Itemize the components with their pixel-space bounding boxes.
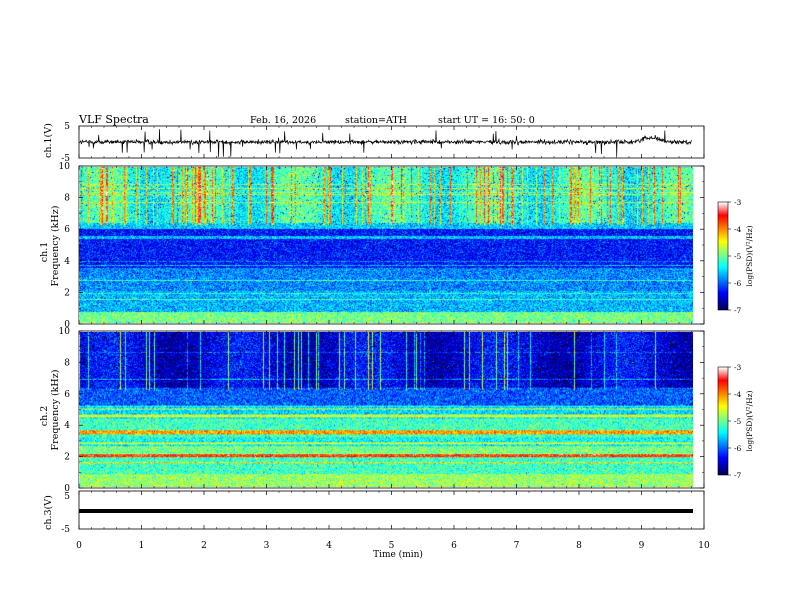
- ch1-spec-ylabel-freq: Frequency (kHz): [50, 206, 61, 287]
- y-tick-label: 4: [64, 257, 70, 267]
- ch2-colorbar-label: log(PSD)(V²/Hz): [745, 390, 754, 451]
- y-tick-label: 10: [59, 162, 71, 172]
- ch1-waveform-line: [78, 129, 692, 157]
- ch2-spec-ylabel-freq: Frequency (kHz): [50, 370, 61, 451]
- colorbar-tick-label: -5: [734, 417, 742, 426]
- time-axis-ticks: 0 1 2 3 4 5 6 7 8 9 10: [76, 126, 710, 551]
- y-tick-label: 6: [64, 390, 70, 400]
- y-tick-label: 4: [64, 421, 70, 431]
- colorbar-tick-label: -7: [734, 306, 742, 315]
- ch1-colorbar-ticks: -3 -4 -5 -6 -7: [728, 198, 742, 315]
- ch1-colorbar: [718, 202, 728, 310]
- ch2-colorbar: [718, 367, 728, 475]
- y-tick-label: 2: [64, 288, 70, 298]
- x-tick-label: 6: [451, 541, 457, 551]
- ch2-colorbar-ticks: -3 -4 -5 -6 -7: [728, 363, 742, 480]
- colorbar-tick-label: -3: [734, 198, 742, 207]
- x-axis-label: Time (min): [373, 549, 423, 560]
- x-tick-label: 9: [639, 541, 645, 551]
- ch1-spec-ylabel-ch: ch.1: [39, 242, 50, 263]
- start-ut-label: start UT = 16: 50: 0: [438, 115, 535, 126]
- ch2-spectrogram-image: [79, 332, 693, 487]
- x-tick-label: 8: [576, 541, 582, 551]
- figure-title: VLF Spectra: [78, 113, 149, 126]
- y-tick-label: 0: [64, 320, 70, 330]
- y-tick-label: 2: [64, 453, 70, 463]
- x-tick-label: 0: [76, 541, 82, 551]
- station-label: station=ATH: [345, 115, 407, 126]
- x-tick-label: 5: [389, 541, 395, 551]
- colorbar-tick-label: -4: [734, 225, 742, 234]
- ch3-ytick-top: 5: [64, 492, 70, 502]
- x-tick-label: 10: [698, 541, 710, 551]
- colorbar-tick-label: -7: [734, 471, 742, 480]
- ch1-spectrogram-image: [79, 167, 693, 323]
- colorbar-tick-label: -3: [734, 363, 742, 372]
- colorbar-tick-label: -4: [734, 390, 742, 399]
- ch1-colorbar-label: log(PSD)(V²/Hz): [745, 225, 754, 286]
- x-tick-label: 3: [264, 541, 270, 551]
- date-label: Feb. 16, 2026: [250, 115, 316, 126]
- ch3-ytick-bottom: -5: [61, 525, 70, 535]
- ch1-waveform-panel: 5 -5 ch.1(V): [43, 122, 705, 164]
- ch3-waveform-line: [79, 509, 693, 513]
- y-tick-label: 10: [59, 327, 71, 337]
- y-tick-label: 0: [64, 484, 70, 494]
- ch3-ylabel: ch.3(V): [43, 495, 54, 530]
- ch1-spectrogram-yticks: 0 2 4 6 8 10: [59, 162, 704, 330]
- ch2-spectrogram-yticks: 0 2 4 6 8 10: [59, 327, 704, 494]
- y-tick-label: 6: [64, 225, 70, 235]
- x-tick-label: 1: [139, 541, 145, 551]
- x-tick-label: 2: [201, 541, 207, 551]
- y-tick-label: 8: [64, 358, 70, 368]
- ch2-spec-ylabel-ch: ch.2: [39, 406, 50, 427]
- ch3-waveform-panel: 5 -5 ch.3(V): [43, 490, 705, 535]
- ch1-ytick-top: 5: [64, 122, 70, 132]
- x-tick-label: 4: [326, 541, 332, 551]
- y-tick-label: 8: [64, 194, 70, 204]
- x-tick-label: 7: [514, 541, 520, 551]
- ch1-ylabel: ch.1(V): [43, 123, 54, 158]
- ch1-ytick-bottom: -5: [61, 154, 70, 164]
- colorbar-tick-label: -6: [734, 444, 742, 453]
- colorbar-tick-label: -6: [734, 279, 742, 288]
- colorbar-tick-label: -5: [734, 252, 742, 261]
